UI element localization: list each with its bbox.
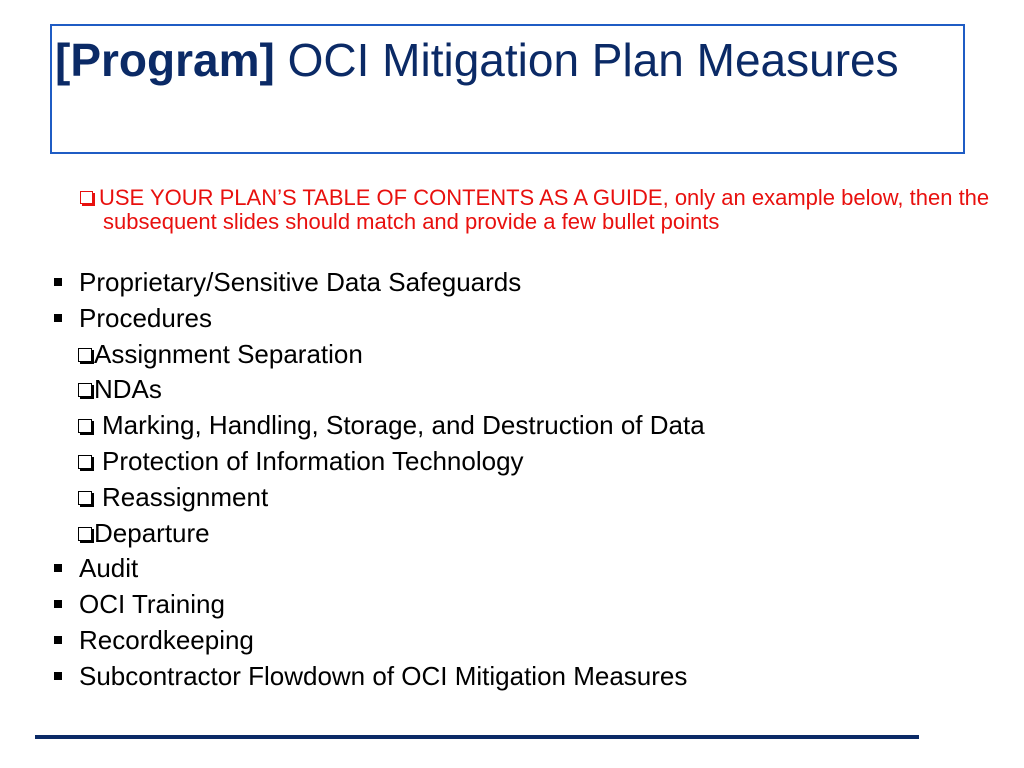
square-bullet-icon xyxy=(54,635,62,644)
square-bullet-icon xyxy=(54,278,62,286)
item-text: Reassignment xyxy=(102,481,269,512)
sub-list-item: Protection of Information Technology xyxy=(52,444,705,480)
list-item: Procedures xyxy=(52,301,705,337)
checkbox-bullet-icon xyxy=(80,191,93,204)
item-text: Marking, Handling, Storage, and Destruct… xyxy=(102,410,705,441)
item-text: Protection of Information Technology xyxy=(102,445,524,476)
footer-divider xyxy=(35,735,919,739)
square-bullet-icon xyxy=(54,313,62,322)
item-text: OCI Training xyxy=(79,589,225,620)
sub-list-item: Departure xyxy=(52,516,705,552)
item-text: NDAs xyxy=(94,374,162,405)
checkbox-bullet-icon xyxy=(78,490,92,505)
item-text: Assignment Separation xyxy=(94,338,363,369)
title-rest: OCI Mitigation Plan Measures xyxy=(274,34,899,86)
sub-list-item: Reassignment xyxy=(52,480,705,516)
checkbox-bullet-icon xyxy=(78,419,92,434)
note-text: USE YOUR PLAN’S TABLE OF CONTENTS AS A G… xyxy=(99,185,990,234)
square-bullet-icon xyxy=(54,564,62,573)
checkbox-bullet-icon xyxy=(78,454,92,469)
sub-list-item: Marking, Handling, Storage, and Destruct… xyxy=(52,408,705,444)
sub-list-item: NDAs xyxy=(52,372,705,408)
title-bold: [Program] xyxy=(55,34,275,86)
bullet-list: Proprietary/Sensitive Data Safeguards Pr… xyxy=(52,265,705,695)
slide-title: [Program] OCI Mitigation Plan Measures xyxy=(55,32,899,88)
square-bullet-icon xyxy=(54,600,62,609)
list-item: Recordkeeping xyxy=(52,623,705,659)
instruction-note: USE YOUR PLAN’S TABLE OF CONTENTS AS A G… xyxy=(80,186,1003,234)
checkbox-bullet-icon xyxy=(78,383,92,398)
item-text: Procedures xyxy=(79,302,212,333)
square-bullet-icon xyxy=(54,671,62,680)
sub-list-item: Assignment Separation xyxy=(52,337,705,373)
item-text: Departure xyxy=(94,517,210,548)
list-item: Audit xyxy=(52,551,705,587)
item-text: Recordkeeping xyxy=(79,624,254,655)
checkbox-bullet-icon xyxy=(78,526,92,541)
item-text: Subcontractor Flowdown of OCI Mitigation… xyxy=(79,660,688,691)
checkbox-bullet-icon xyxy=(78,347,92,362)
list-item: OCI Training xyxy=(52,587,705,623)
list-item: Proprietary/Sensitive Data Safeguards xyxy=(52,265,705,301)
item-text: Proprietary/Sensitive Data Safeguards xyxy=(79,267,522,297)
title-box: [Program] OCI Mitigation Plan Measures xyxy=(50,24,965,154)
list-item: Subcontractor Flowdown of OCI Mitigation… xyxy=(52,659,705,695)
item-text: Audit xyxy=(79,553,139,584)
